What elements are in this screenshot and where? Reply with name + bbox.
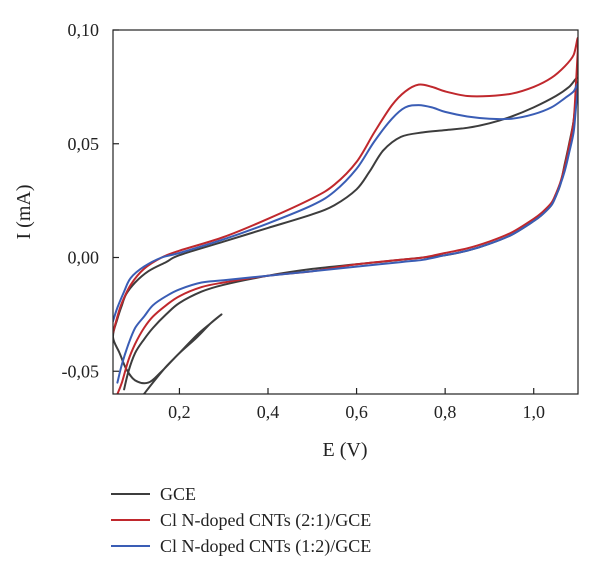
y-axis-label: I (mA) <box>13 185 35 240</box>
series-line-3 <box>113 82 578 384</box>
x-axis-label: E (V) <box>323 439 368 461</box>
y-tick-label: 0,00 <box>68 248 100 268</box>
legend: GCE Cl N-doped CNTs (2:1)/GCE Cl N-doped C… <box>111 484 371 557</box>
series-layer <box>113 37 578 394</box>
legend-label: Cl N-doped CNTs (2:1)/GCE <box>160 510 371 531</box>
plot-frame <box>112 29 579 395</box>
x-tick-label: 0,8 <box>434 402 457 422</box>
series-line-2 <box>113 37 578 394</box>
x-tick-label: 0,4 <box>257 402 280 422</box>
legend-label: Cl N-doped CNTs (1:2)/GCE <box>160 536 371 557</box>
y-tick-label: 0,10 <box>68 20 100 40</box>
x-axis-ticks: 0,2 0,4 0,6 0,8 1,0 <box>168 388 545 422</box>
x-tick-label: 0,2 <box>168 402 191 422</box>
legend-label: GCE <box>160 484 196 504</box>
y-axis-ticks: 0,10 0,05 0,00 -0,05 <box>62 20 119 381</box>
y-tick-label: 0,05 <box>68 134 100 154</box>
y-tick-label: -0,05 <box>62 361 100 381</box>
x-tick-label: 1,0 <box>522 402 545 422</box>
x-tick-label: 0,6 <box>345 402 368 422</box>
